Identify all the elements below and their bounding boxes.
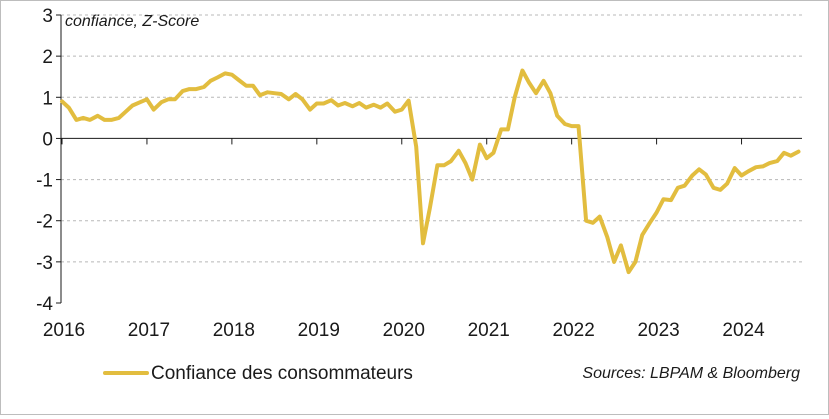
x-tick-labels: 2016 2017 2018 2019 2020 2021 2022 2023 2024 — [43, 320, 765, 341]
x-tick-label: 2016 — [43, 320, 85, 341]
x-tick-label: 2017 — [128, 320, 170, 341]
legend-label: Confiance des consommateurs — [151, 363, 413, 384]
y-tick-label: -4 — [36, 294, 53, 315]
series-line-confiance — [60, 68, 801, 275]
x-tick-label: 2022 — [553, 320, 595, 341]
x-tick-label: 2020 — [383, 320, 425, 341]
y-tick-label: 1 — [42, 88, 53, 109]
x-tick-label: 2024 — [722, 320, 765, 341]
y-tick-label: -3 — [36, 253, 53, 274]
y-tick-label: 0 — [42, 129, 53, 150]
x-tick-label: 2021 — [468, 320, 510, 341]
unit-label: confiance, Z-Score — [65, 13, 199, 30]
y-tick-label: 3 — [42, 6, 53, 27]
axes — [56, 14, 802, 304]
y-tick-label: 2 — [42, 47, 53, 68]
x-tick-label: 2019 — [298, 320, 340, 341]
y-tick-label: -1 — [36, 171, 53, 192]
x-tick-label: 2018 — [213, 320, 255, 341]
source-note: Sources: LBPAM & Bloomberg — [582, 365, 800, 382]
y-tick-label: -2 — [36, 212, 53, 233]
x-tick-label: 2023 — [637, 320, 679, 341]
y-tick-labels: 3 2 1 0 -1 -2 -3 -4 — [36, 6, 53, 315]
series-group — [60, 68, 801, 275]
